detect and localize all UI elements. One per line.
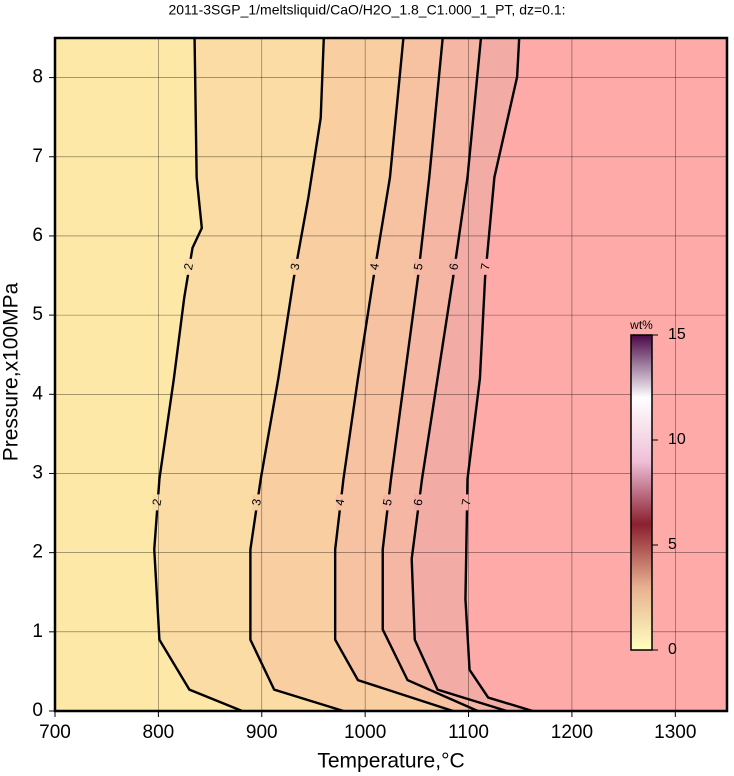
- contour-label-bg: [184, 258, 195, 275]
- contour-label: 2: [181, 262, 196, 271]
- contour-label: 7: [478, 262, 493, 271]
- contour-line: [333, 38, 454, 711]
- axes: 700 800 900 1000 1100 1200 1300 0 1 2 3 4 5 6 7 8 wt% 0 5 1…: [32, 36, 729, 743]
- colorbar: [630, 334, 653, 651]
- x-tick-label: 1200: [551, 722, 593, 743]
- x-tick-label: 800: [143, 722, 175, 743]
- y-tick-label: 1: [32, 621, 43, 642]
- contour-label-bg: [481, 258, 492, 275]
- contour-label: 2: [149, 497, 164, 506]
- contour-label-bg: [370, 258, 381, 275]
- y-tick-label: 0: [32, 700, 43, 721]
- contour-line: [464, 38, 533, 711]
- contour-label: 5: [380, 497, 395, 506]
- contour-label: 7: [459, 497, 474, 506]
- contour-label: 5: [411, 262, 426, 271]
- y-tick-label: 6: [32, 225, 43, 246]
- y-tick-label: 8: [32, 67, 43, 88]
- contour-label-bg: [414, 258, 425, 275]
- colorbar-tick-label: 15: [668, 326, 686, 343]
- contour-line: [153, 38, 243, 711]
- contour-label-bg: [335, 494, 346, 511]
- contour-line: [249, 38, 344, 711]
- colorbar-title: wt%: [629, 318, 653, 332]
- x-tick-label: 1000: [344, 722, 386, 743]
- contour-fill: [465, 38, 727, 711]
- chart-title: 2011-3SGP_1/meltsliquid/CaO/H2O_1.8_C1.0…: [168, 2, 565, 18]
- contour-label: 6: [411, 497, 426, 506]
- y-tick-label: 4: [32, 383, 43, 404]
- plot-area: 2 2 3 3 4 4 5 5 6 6 7 7: [55, 38, 727, 711]
- frame: [53, 36, 729, 713]
- contour-label: 3: [288, 262, 303, 271]
- colorbar-tick-label: 0: [668, 641, 677, 658]
- y-tick-label: 7: [32, 146, 43, 167]
- contour-label: 6: [446, 262, 461, 271]
- contour-label-bg: [252, 494, 263, 511]
- colorbar-tick-label: 5: [668, 536, 677, 553]
- contour-label: 4: [332, 497, 347, 506]
- contour-label-bg: [449, 258, 460, 275]
- x-axis-title: Temperature,°C: [317, 750, 464, 773]
- contour-label-bg: [383, 494, 394, 511]
- y-axis-title: Pressure,x100MPa: [0, 282, 23, 461]
- contour-label-bg: [290, 258, 301, 275]
- y-tick-label: 5: [32, 304, 43, 325]
- contour-label: 4: [367, 262, 382, 271]
- y-tick-label: 3: [32, 462, 43, 483]
- contour-line: [381, 38, 479, 711]
- x-tick-label: 1300: [654, 722, 696, 743]
- y-tick-label: 2: [32, 542, 43, 563]
- contour-line: [410, 38, 508, 711]
- contour-label-bg: [462, 494, 473, 511]
- colorbar-tick-label: 10: [668, 431, 686, 448]
- contour-label: 3: [249, 497, 264, 506]
- x-tick-label: 1100: [448, 722, 489, 743]
- contour-label-bg: [152, 494, 163, 511]
- contour-label-bg: [413, 494, 424, 511]
- x-tick-label: 700: [39, 722, 71, 743]
- x-tick-label: 900: [246, 722, 278, 743]
